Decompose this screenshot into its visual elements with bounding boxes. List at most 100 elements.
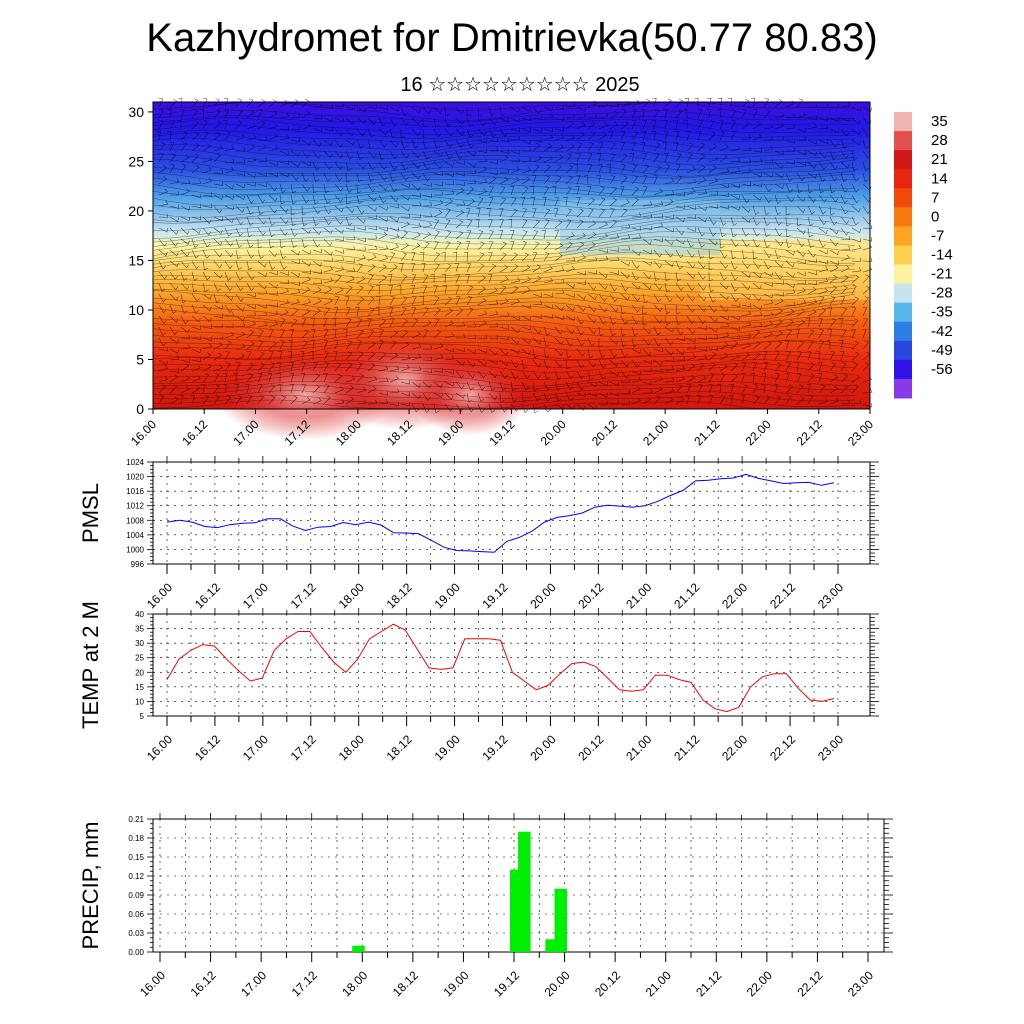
wind-barb <box>180 271 188 281</box>
wind-barb <box>818 194 827 203</box>
wind-barb <box>246 351 252 361</box>
wind-barb <box>620 186 625 196</box>
wind-barb <box>246 341 255 350</box>
contour-line <box>152 390 856 403</box>
wind-barb <box>851 296 859 306</box>
wind-barb <box>191 293 200 302</box>
wind-barb <box>708 155 718 163</box>
wind-barb <box>466 150 476 157</box>
wind-barb <box>213 293 221 304</box>
wind-barb <box>411 172 421 180</box>
wind-barb <box>851 172 859 182</box>
wind-barb <box>378 351 387 361</box>
wind-barb <box>807 340 814 350</box>
wind-barb <box>400 194 410 201</box>
wind-barb <box>477 252 485 262</box>
wind-barb <box>400 161 409 171</box>
wind-barb <box>829 249 839 256</box>
wind-barb <box>587 326 597 335</box>
wind-barb <box>400 150 410 159</box>
wind-barb <box>642 293 649 304</box>
wind-barb <box>664 198 674 207</box>
wind-barb <box>642 359 652 365</box>
wind-barb <box>664 249 674 258</box>
wind-barb <box>179 394 184 405</box>
wind-barb <box>433 285 438 295</box>
wind-barb <box>488 322 499 328</box>
contour-line <box>152 115 856 128</box>
wind-barb <box>268 205 278 214</box>
wind-barb <box>180 344 191 350</box>
wind-barb <box>433 318 440 328</box>
wind-barb <box>422 392 431 401</box>
wind-barb <box>554 197 559 207</box>
colorbar-label: 14 <box>931 170 948 187</box>
wind-barb <box>694 97 699 108</box>
wind-barb <box>356 150 364 161</box>
wind-barb <box>675 216 685 223</box>
wind-barb <box>367 341 376 350</box>
wind-barb <box>521 264 531 273</box>
wind-barb <box>312 248 322 254</box>
colorbar-label: 0 <box>931 208 939 225</box>
contour-line <box>152 273 856 285</box>
wind-barb <box>268 282 278 289</box>
wind-barb <box>400 242 410 251</box>
wind-barb <box>499 298 509 306</box>
wind-barb <box>301 286 311 295</box>
wind-barb <box>289 361 294 372</box>
wind-barb <box>378 216 388 222</box>
wind-barb <box>466 359 476 368</box>
wind-barb <box>466 263 472 273</box>
wind-barb <box>598 304 608 313</box>
wind-barb <box>763 98 770 108</box>
wind-barb <box>301 384 307 394</box>
wind-barb <box>191 164 200 174</box>
wind-barb <box>609 110 619 119</box>
wind-barb <box>433 139 441 150</box>
wind-barb <box>356 386 366 394</box>
wind-barb <box>851 267 862 273</box>
wind-barb <box>422 182 433 187</box>
wind-barb <box>719 304 729 312</box>
wind-barb <box>345 161 352 172</box>
wind-barb <box>191 203 202 209</box>
wind-barb <box>268 260 276 270</box>
wind-barb <box>213 109 221 119</box>
x-tick-label: 16.00 <box>128 417 159 448</box>
wind-barb <box>312 227 322 236</box>
wind-barb <box>224 227 232 237</box>
wind-barb <box>663 153 669 163</box>
wind-barb <box>510 230 515 240</box>
wind-barb <box>774 136 785 141</box>
wind-barb <box>752 172 762 178</box>
wind-barb <box>301 183 310 192</box>
wind-barb <box>807 161 817 169</box>
wind-barb <box>785 227 791 238</box>
wind-barb <box>279 309 289 317</box>
wind-barb <box>807 270 817 276</box>
wind-barb <box>499 252 507 262</box>
wind-barb <box>576 132 585 141</box>
wind-barb <box>477 241 485 251</box>
wind-barb <box>422 231 432 240</box>
wind-barb <box>279 249 287 260</box>
wind-barb <box>686 354 697 361</box>
wind-barb <box>334 150 344 159</box>
wind-barb <box>378 377 389 383</box>
wind-barb <box>224 282 233 292</box>
wind-barb <box>840 139 848 149</box>
wind-barb <box>730 120 736 130</box>
wind-barb <box>246 134 257 141</box>
wind-barb <box>466 219 473 229</box>
wind-barb <box>719 120 724 130</box>
wind-barb <box>541 229 546 240</box>
wind-barb <box>741 98 750 108</box>
wind-barb <box>576 271 586 276</box>
wind-barb <box>543 403 551 413</box>
wind-barb <box>499 168 510 174</box>
wind-barb <box>686 363 696 372</box>
wind-barb <box>609 359 619 367</box>
wind-barb <box>664 238 674 246</box>
